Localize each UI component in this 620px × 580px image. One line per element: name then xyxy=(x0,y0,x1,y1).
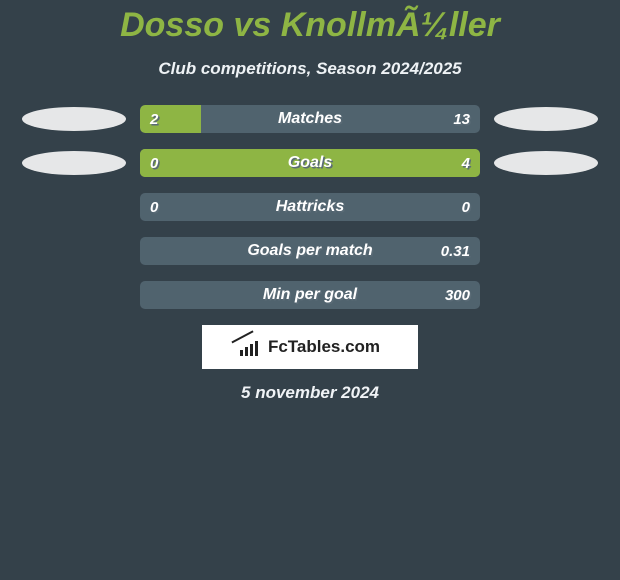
chart-icon xyxy=(240,338,262,356)
brand-text: FcTables.com xyxy=(268,337,380,357)
stat-row: Min per goal300 xyxy=(0,281,620,309)
stat-row: Goals per match0.31 xyxy=(0,237,620,265)
stat-bar: 0Goals4 xyxy=(140,149,480,177)
stat-label: Goals per match xyxy=(140,237,480,265)
player-left-marker xyxy=(22,107,126,131)
page-subtitle: Club competitions, Season 2024/2025 xyxy=(0,59,620,79)
stat-label: Hattricks xyxy=(140,193,480,221)
player-right-marker xyxy=(494,107,598,131)
stat-rows: 2Matches130Goals40Hattricks0Goals per ma… xyxy=(0,105,620,309)
stat-right-value: 300 xyxy=(445,281,470,309)
stat-bar: Min per goal300 xyxy=(140,281,480,309)
stat-row: 0Hattricks0 xyxy=(0,193,620,221)
stat-bar: Goals per match0.31 xyxy=(140,237,480,265)
page-title: Dosso vs KnollmÃ¼ller xyxy=(0,6,620,45)
stat-left-value: 0 xyxy=(150,193,158,221)
bar-fill-right xyxy=(140,149,480,177)
stat-right-value: 0 xyxy=(462,193,470,221)
stat-row: 0Goals4 xyxy=(0,149,620,177)
stat-bar: 0Hattricks0 xyxy=(140,193,480,221)
stat-row: 2Matches13 xyxy=(0,105,620,133)
stat-label: Min per goal xyxy=(140,281,480,309)
comparison-infographic: Dosso vs KnollmÃ¼ller Club competitions,… xyxy=(0,0,620,403)
stat-left-value: 2 xyxy=(150,105,158,133)
stat-right-value: 4 xyxy=(462,149,470,177)
stat-bar: 2Matches13 xyxy=(140,105,480,133)
brand-badge: FcTables.com xyxy=(202,325,418,369)
stat-right-value: 0.31 xyxy=(441,237,470,265)
player-right-marker xyxy=(494,151,598,175)
stat-right-value: 13 xyxy=(453,105,470,133)
footer-date: 5 november 2024 xyxy=(0,383,620,403)
player-left-marker xyxy=(22,151,126,175)
stat-left-value: 0 xyxy=(150,149,158,177)
